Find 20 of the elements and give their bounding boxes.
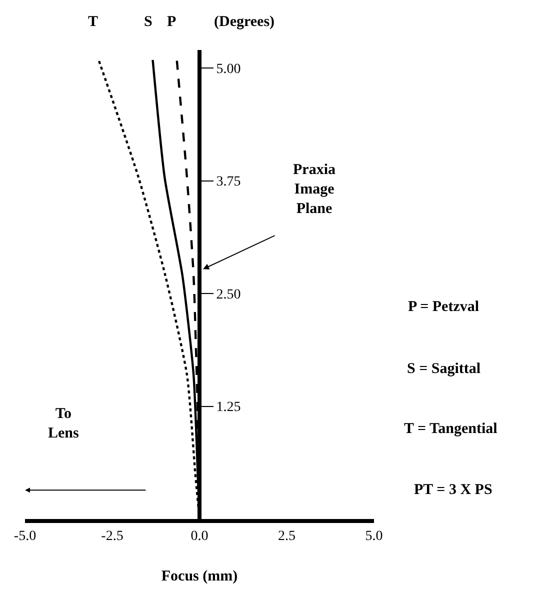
x-tick-label: -5.0 — [14, 528, 36, 544]
x-axis-title: Focus (mm) — [161, 568, 238, 584]
series-label: P — [167, 14, 176, 30]
x-tick-label: 0.0 — [190, 528, 208, 544]
text: T = Tangential — [404, 421, 498, 437]
annotation: To Lens — [48, 406, 80, 442]
y-tick-label: 5.00 — [216, 62, 241, 77]
x-tick-label: 2.5 — [278, 528, 296, 544]
text: P = Petzval — [408, 299, 480, 315]
y-axis-title: (Degrees) — [214, 14, 275, 30]
y-tick-label: 2.50 — [216, 287, 241, 302]
series-label: T — [88, 14, 98, 30]
annotation: Praxia Image Plane — [293, 162, 336, 217]
series-label: S — [144, 14, 152, 30]
x-tick-label: -2.5 — [101, 528, 124, 544]
x-tick-label: 5.0 — [365, 528, 383, 544]
y-tick-label: 1.25 — [216, 400, 241, 416]
text: PT = 3 X PS — [414, 482, 492, 498]
text: S = Sagittal — [407, 361, 481, 377]
y-tick-label: 3.75 — [216, 174, 241, 190]
